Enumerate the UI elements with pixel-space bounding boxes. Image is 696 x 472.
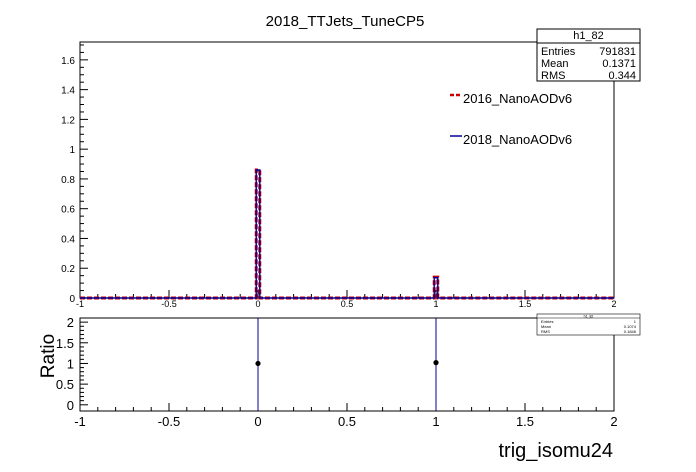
x-tick-label: -0.5	[161, 299, 177, 309]
ratio-x-tick-label: -1	[74, 414, 86, 429]
ratio-y-axis-title: Ratio	[38, 334, 59, 378]
ratio-y-tick-label: 0	[67, 398, 74, 413]
y-tick-label: 1.4	[61, 86, 75, 97]
ratio-stats-rms-value: 0.1846	[624, 329, 637, 334]
y-tick-label: 0.8	[61, 175, 75, 186]
ratio-stats-entries-value: 1	[634, 319, 637, 324]
y-tick-label: 1.6	[61, 56, 75, 67]
ratio-x-tick-label: 1.5	[516, 414, 534, 429]
y-tick-label: 0	[69, 294, 75, 305]
legend-label-2018: 2018_NanoAODv6	[463, 132, 572, 147]
x-axis-title: trig_isomu24	[498, 440, 613, 462]
ratio-x-tick-label: 1	[432, 414, 439, 429]
stats-rms-label: RMS	[541, 70, 565, 82]
ratio-stats-mean-label: Mean	[541, 324, 551, 329]
ratio-y-tick-label: 2	[67, 315, 74, 330]
x-tick-label: 2	[611, 299, 616, 309]
legend-label-2016: 2016_NanoAODv6	[463, 91, 572, 106]
ratio-point	[255, 360, 261, 367]
ratio-y-tick-label: 0.5	[56, 377, 74, 392]
ratio-plot-frame	[79, 317, 615, 412]
x-tick-label: 0	[255, 299, 260, 309]
stats-rms-value: 0.344	[608, 70, 636, 82]
x-tick-label: 0.5	[341, 299, 354, 309]
stats-mean-label: Mean	[541, 58, 569, 70]
ratio-stats-name: h1_82	[584, 314, 594, 318]
y-tick-label: 1	[69, 145, 75, 156]
ratio-stats-mean-value: 0.1074	[624, 324, 637, 329]
main-plot-series	[80, 168, 614, 300]
ratio-x-tick-label: 2	[610, 414, 617, 429]
x-tick-label: -1	[76, 299, 84, 309]
main-plot-frame	[79, 41, 615, 299]
x-tick-label: 1.5	[519, 299, 532, 309]
ratio-y-tick-label: 1	[67, 356, 74, 371]
ratio-x-tick-label: 0.5	[338, 414, 356, 429]
chart-title: 2018_TTJets_TuneCP5	[266, 13, 425, 30]
ratio-stats-entries-label: Entries	[541, 319, 553, 324]
stats-entries-label: Entries	[541, 46, 576, 58]
y-tick-label: 0.6	[61, 205, 75, 216]
ratio-x-tick-label: 0	[254, 414, 261, 429]
ratio-stats-box: h1_82 Entries 1 Mean 0.1074 RMS 0.1846	[536, 313, 641, 336]
ratio-plot-axes: -1 -0.5 0 0.5 1 1.5 2 0 0.5 1 1.5 2	[56, 315, 618, 429]
stats-box-name: h1_82	[573, 30, 604, 42]
stats-mean-value: 0.1371	[602, 58, 636, 70]
main-plot-axes: -1 -0.5 0 0.5 1 1.5 2 0 0.2 0.4 0.6 0.8 1 1.2 1.4 1.6	[61, 44, 617, 309]
ratio-point	[433, 360, 439, 366]
series-2016_NanoAODv6	[80, 168, 614, 300]
ratio-x-tick-label: -0.5	[158, 414, 180, 429]
x-tick-label: 1	[433, 299, 438, 309]
ratio-plot-points	[255, 318, 439, 411]
stats-entries-value: 791831	[599, 46, 636, 58]
y-tick-label: 1.2	[61, 115, 75, 126]
legend: 2016_NanoAODv6 2018_NanoAODv6	[450, 91, 572, 147]
ratio-y-tick-label: 1.5	[56, 336, 74, 351]
series-2018_NanoAODv6	[80, 169, 614, 299]
stats-box: h1_82 Entries 791831 Mean 0.1371 RMS 0.3…	[536, 28, 641, 82]
y-tick-label: 0.2	[61, 264, 75, 275]
ratio-stats-rms-label: RMS	[541, 329, 550, 334]
y-tick-label: 0.4	[61, 234, 75, 245]
